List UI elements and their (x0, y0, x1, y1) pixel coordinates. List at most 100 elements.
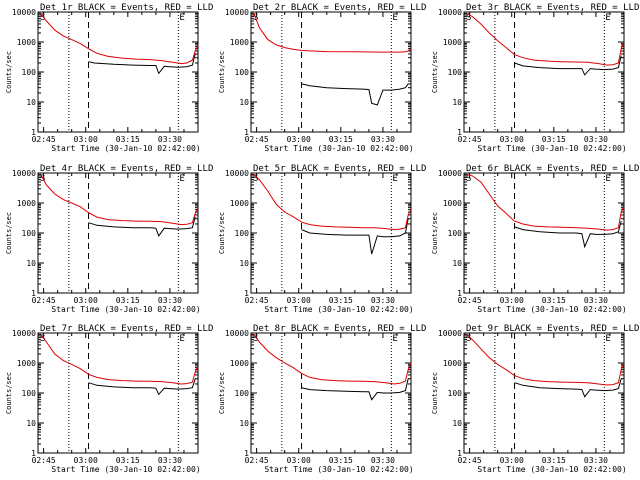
x-axis-label: Start Time (30-Jan-10 02:42:00) (264, 144, 413, 153)
y-tick-label: 10000 (438, 329, 462, 338)
y-tick-label: 10 (452, 98, 462, 107)
y-tick-label: 10 (239, 98, 249, 107)
y-tick-label: 1 (31, 289, 36, 298)
events-series-line (514, 55, 622, 76)
axes-frame (250, 11, 412, 133)
detector-chart-2: Det 2r BLACK = Events, RED = LLD 1 10 100 10… (218, 3, 426, 153)
start-marker-label: S (253, 334, 258, 344)
end-marker-label: E (179, 174, 184, 184)
x-tick-label: 03:15 (116, 135, 140, 144)
y-tick-label: 1 (31, 449, 36, 458)
x-tick-label: 02:45 (245, 296, 269, 305)
y-tick-label: 10 (239, 419, 249, 428)
y-tick-label: 1 (244, 128, 249, 137)
y-tick-label: 1000 (230, 199, 249, 208)
x-tick-label: 03:30 (371, 135, 395, 144)
y-tick-label: 10000 (225, 8, 249, 17)
y-tick-label: 1000 (230, 359, 249, 368)
x-tick-label: 03:15 (542, 135, 566, 144)
detector-chart-1: Det 1r BLACK = Events, RED = LLD 1 10 100 10… (5, 3, 213, 153)
x-axis-label: Start Time (30-Jan-10 02:42:00) (477, 144, 626, 153)
x-axis-label: Start Time (30-Jan-10 02:42:00) (51, 305, 200, 314)
chart-title: Det 4r BLACK = Events, RED = LLD (40, 164, 213, 174)
x-tick-label: 03:15 (542, 296, 566, 305)
start-marker-label: S (466, 13, 471, 23)
chart-title: Det 9r BLACK = Events, RED = LLD (466, 324, 639, 334)
x-tick-label: 03:30 (584, 456, 608, 465)
y-tick-label: 100 (22, 229, 37, 238)
x-tick-label: 02:45 (32, 296, 56, 305)
events-series-line (301, 83, 409, 106)
end-marker-label: E (392, 13, 397, 23)
axes-frame (37, 172, 199, 294)
events-series-line (514, 378, 622, 398)
x-tick-label: 02:45 (32, 135, 56, 144)
events-series-line (301, 378, 409, 401)
y-tick-label: 10000 (12, 329, 36, 338)
axes-frame (463, 11, 625, 133)
y-tick-label: 1 (457, 289, 462, 298)
end-marker-label: E (179, 13, 184, 23)
end-marker-label: E (605, 174, 610, 184)
y-tick-label: 100 (235, 68, 250, 77)
lld-series-line (253, 174, 412, 231)
lld-series-line (466, 334, 625, 386)
detector-chart-7: Det 7r BLACK = Events, RED = LLD 1 10 100 10… (5, 324, 213, 474)
events-series-line (514, 220, 622, 249)
events-series-line (88, 378, 196, 396)
lld-series-line (40, 334, 199, 385)
lld-series-line (466, 173, 625, 231)
x-tick-label: 03:30 (158, 135, 182, 144)
start-marker-label: S (466, 334, 471, 344)
y-tick-label: 10 (26, 419, 36, 428)
axes-frame (37, 11, 199, 133)
detector-chart-8: Det 8r BLACK = Events, RED = LLD 1 10 100 10… (218, 324, 426, 474)
chart-title: Det 7r BLACK = Events, RED = LLD (40, 324, 213, 334)
x-tick-label: 02:45 (245, 135, 269, 144)
lld-series-line (253, 334, 412, 385)
end-marker-label: E (605, 334, 610, 344)
y-tick-label: 10 (452, 419, 462, 428)
y-axis-label: Counts/sec (5, 372, 13, 414)
y-tick-label: 10 (26, 259, 36, 268)
y-tick-label: 1 (244, 449, 249, 458)
y-tick-label: 10000 (438, 8, 462, 17)
y-tick-label: 1000 (17, 199, 36, 208)
y-tick-label: 1000 (443, 38, 462, 47)
x-tick-label: 03:30 (584, 135, 608, 144)
start-marker-label: S (466, 174, 471, 184)
x-axis-label: Start Time (30-Jan-10 02:42:00) (264, 305, 413, 314)
start-marker-label: S (40, 334, 45, 344)
x-tick-label: 03:15 (542, 456, 566, 465)
x-tick-label: 02:45 (458, 456, 482, 465)
y-tick-label: 100 (22, 68, 37, 77)
y-axis-label: Counts/sec (218, 51, 226, 93)
x-tick-label: 03:30 (584, 296, 608, 305)
events-series-line (88, 53, 196, 75)
y-tick-label: 100 (235, 389, 250, 398)
x-tick-label: 02:45 (458, 296, 482, 305)
x-tick-label: 03:15 (116, 296, 140, 305)
x-tick-label: 03:30 (371, 456, 395, 465)
y-axis-label: Counts/sec (218, 212, 226, 254)
x-axis-label: Start Time (30-Jan-10 02:42:00) (477, 305, 626, 314)
x-tick-label: 02:45 (458, 135, 482, 144)
y-tick-label: 1000 (17, 38, 36, 47)
y-tick-label: 1 (244, 289, 249, 298)
x-tick-label: 03:00 (287, 135, 311, 144)
end-marker-label: E (392, 334, 397, 344)
y-tick-label: 10 (26, 98, 36, 107)
detector-chart-4: Det 4r BLACK = Events, RED = LLD 1 10 100 10… (5, 164, 213, 314)
end-marker-label: E (179, 334, 184, 344)
x-tick-label: 03:15 (329, 456, 353, 465)
y-axis-label: Counts/sec (5, 51, 13, 93)
start-marker-label: S (40, 13, 45, 23)
y-tick-label: 100 (235, 229, 250, 238)
y-axis-label: Counts/sec (5, 212, 13, 254)
x-tick-label: 03:00 (74, 135, 98, 144)
lld-series-line (466, 12, 625, 66)
axes-frame (250, 172, 412, 294)
events-series-line (301, 218, 409, 255)
x-tick-label: 03:00 (287, 296, 311, 305)
